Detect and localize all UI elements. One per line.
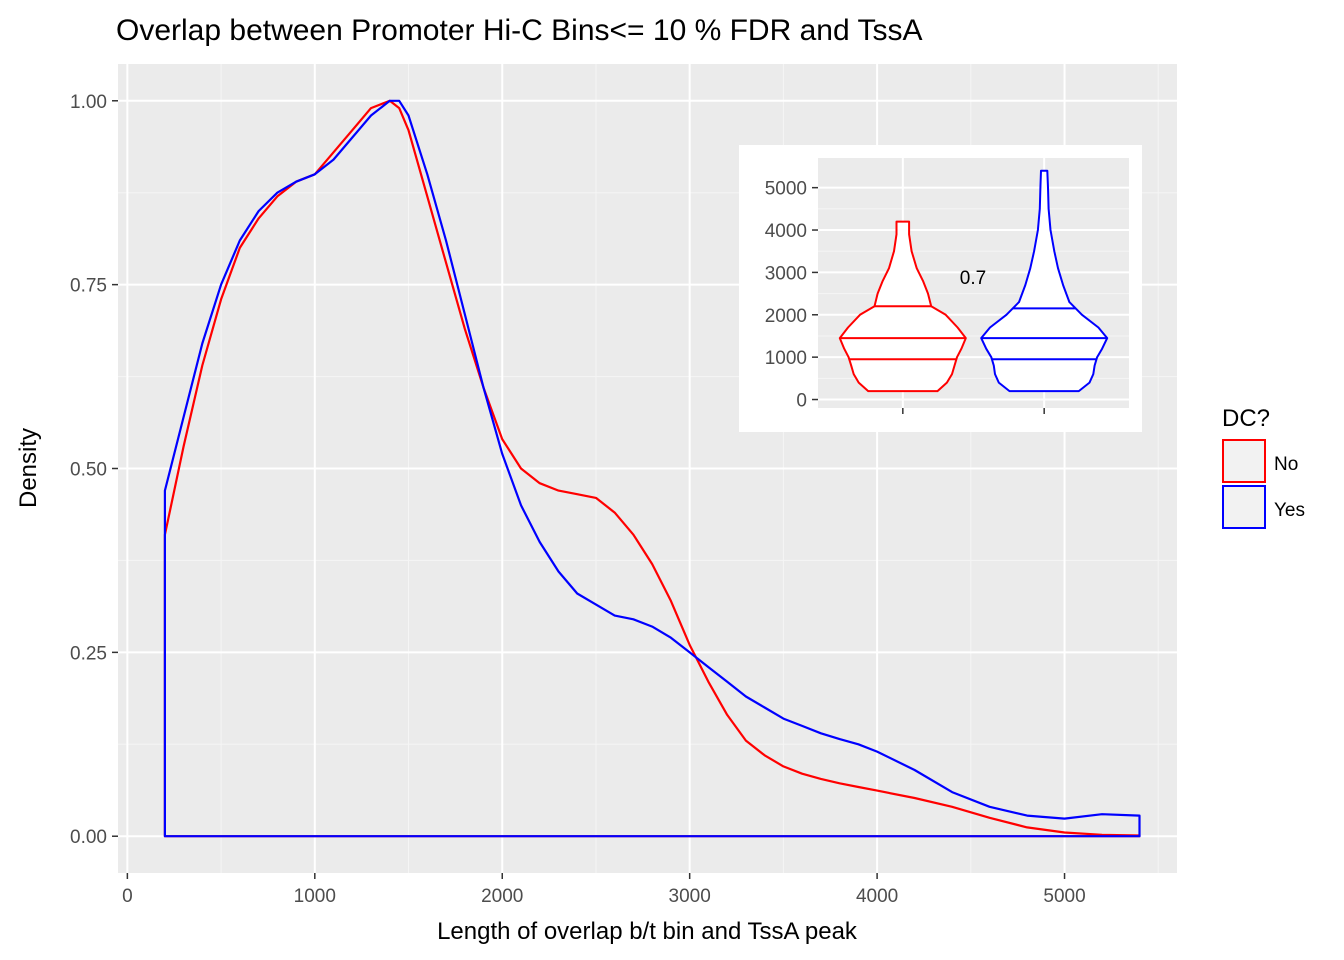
x-axis: 0 1000 2000 3000 4000 5000 — [122, 873, 1086, 907]
y-tick-label: 0.75 — [70, 276, 107, 297]
legend-title: DC? — [1222, 405, 1270, 432]
x-tick-label: 0 — [122, 886, 133, 907]
inset-y-tick-label: 0 — [796, 391, 807, 412]
legend: DC? No Yes — [1222, 405, 1305, 529]
inset-y-tick-label: 2000 — [765, 306, 807, 327]
legend-key-no — [1222, 439, 1266, 483]
density-line-yes — [163, 99, 1141, 838]
x-tick-label: 1000 — [294, 886, 336, 907]
legend-item-no: No — [1222, 439, 1298, 483]
chart-title: Overlap between Promoter Hi-C Bins<= 10 … — [116, 14, 922, 47]
legend-key-yes — [1222, 485, 1266, 529]
legend-label-no: No — [1274, 454, 1298, 475]
y-tick-label: 1.00 — [70, 92, 107, 113]
inset-x-axis — [902, 408, 1045, 414]
x-tick-label: 5000 — [1043, 886, 1085, 907]
x-axis-title: Length of overlap b/t bin and TssA peak — [437, 918, 858, 945]
violin-yes — [980, 169, 1109, 393]
inset-y-axis: 0 1000 2000 3000 4000 5000 — [765, 179, 818, 412]
legend-item-yes: Yes — [1222, 485, 1305, 529]
legend-label-yes: Yes — [1274, 500, 1305, 521]
y-axis: 0.00 0.25 0.50 0.75 1.00 — [70, 92, 118, 848]
inset-y-tick-label: 3000 — [765, 263, 807, 284]
y-tick-label: 0.25 — [70, 643, 107, 664]
violins — [838, 169, 1109, 393]
y-tick-label: 0.00 — [70, 827, 107, 848]
density-series — [163, 99, 1141, 838]
y-axis-title: Density — [15, 428, 42, 508]
x-tick-label: 2000 — [481, 886, 523, 907]
inset-y-tick-label: 5000 — [765, 179, 807, 200]
inset-y-tick-label: 1000 — [765, 348, 807, 369]
x-tick-label: 4000 — [856, 886, 898, 907]
y-tick-label: 0.50 — [70, 460, 107, 481]
inset-violin-plot: 0 1000 2000 3000 4000 5000 0.7 — [739, 145, 1142, 432]
x-tick-label: 3000 — [669, 886, 711, 907]
inset-annotation: 0.7 — [960, 268, 986, 289]
inset-y-tick-label: 4000 — [765, 221, 807, 242]
